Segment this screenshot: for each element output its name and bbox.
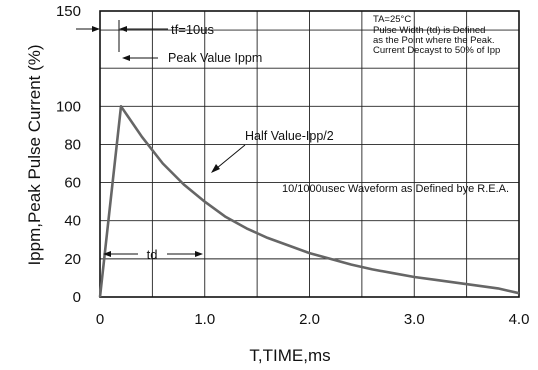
y-tick-label: 80: [64, 136, 81, 153]
x-tick-label: 1.0: [194, 311, 215, 328]
td-label: td: [147, 247, 158, 262]
grid: [100, 11, 519, 297]
x-axis-title: T,TIME,ms: [249, 346, 330, 365]
note-line-1: TA=25°C: [373, 14, 411, 25]
y-tick-label: 100: [56, 98, 81, 115]
y-tick-labels: 0 20 40 60 80 100 150: [56, 3, 81, 306]
x-tick-labels: 0 1.0 2.0 3.0 4.0: [96, 311, 530, 328]
series-line: [98, 105, 520, 298]
peak-annotation: Peak Value Ippm: [122, 51, 262, 65]
half-value-label: Half Value-Ipp/2: [245, 129, 334, 143]
condition-note: TA=25°C Pulse Width (td) is Defined as t…: [373, 14, 500, 56]
plot-frame: [99, 10, 520, 298]
peak-value-label: Peak Value Ippm: [168, 51, 262, 65]
y-axis-title: Ippm,Peak Pulse Current (%): [25, 44, 44, 265]
note-line-2: Pulse Width (td) is Defined: [373, 25, 485, 36]
y-tick-label: 40: [64, 213, 81, 230]
half-value-annotation: Half Value-Ipp/2: [211, 129, 334, 173]
td-annotation: td: [103, 247, 203, 262]
x-tick-label: 3.0: [404, 311, 425, 328]
y-tick-label: 20: [64, 251, 81, 268]
x-tick-label: 4.0: [509, 311, 530, 328]
y-tick-label: 60: [64, 175, 81, 192]
x-tick-label: 0: [96, 311, 104, 328]
x-tick-label: 2.0: [299, 311, 320, 328]
tf-label: tf=10us: [171, 22, 215, 37]
note-line-4: Current Decayst to 50% of Ipp: [373, 45, 500, 56]
tf-annotation: tf=10us: [76, 20, 215, 52]
note-line-3: as the Point where the Peak.: [373, 35, 494, 46]
y-tick-label: 150: [56, 3, 81, 20]
y-tick-label: 0: [73, 289, 81, 306]
waveform-label: 10/1000usec Waveform as Defined bye R.E.…: [282, 183, 509, 195]
